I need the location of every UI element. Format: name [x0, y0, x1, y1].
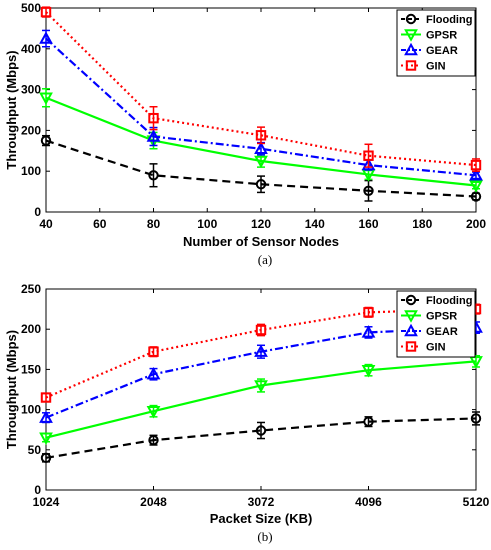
legend: Flooding GPSR GEAR GIN — [396, 290, 476, 358]
data-point — [255, 324, 267, 336]
data-point — [361, 325, 376, 338]
legend-box — [396, 9, 476, 77]
y-axis-label: Throughput (Mbps) — [4, 50, 19, 169]
x-axis-label: Packet Size (KB) — [210, 511, 313, 526]
data-point — [146, 406, 161, 419]
data-point — [40, 392, 52, 403]
data-point — [148, 112, 159, 124]
x-tick-label: 2048 — [140, 495, 167, 509]
x-tick-label: 60 — [93, 217, 107, 231]
data-point — [146, 129, 161, 142]
y-tick-label: 50 — [28, 443, 42, 457]
legend-marker — [405, 341, 417, 352]
data-point — [469, 356, 483, 369]
x-tick-label: 80 — [147, 217, 161, 231]
data-point — [254, 344, 268, 357]
data-point — [254, 155, 268, 169]
data-point — [255, 179, 267, 190]
legend-marker — [404, 42, 418, 56]
legend-marker — [405, 60, 417, 71]
data-point — [39, 31, 53, 44]
legend-marker — [405, 13, 417, 25]
data-point — [254, 141, 268, 154]
x-tick-label: 120 — [251, 217, 271, 231]
y-tick-label: 150 — [21, 362, 41, 376]
y-tick-label: 500 — [21, 1, 41, 15]
legend: Flooding GPSR GEAR GIN — [396, 9, 476, 77]
chart-caption: (a) — [258, 252, 272, 267]
legend-box — [396, 290, 476, 358]
x-tick-label: 180 — [412, 217, 432, 231]
data-point — [363, 307, 374, 318]
legend-marker — [404, 323, 418, 337]
legend-label: GPSR — [426, 30, 457, 42]
x-tick-label: 1024 — [33, 495, 60, 509]
data-point — [39, 410, 53, 423]
legend-marker — [404, 310, 418, 323]
y-tick-label: 200 — [21, 123, 41, 137]
data-point — [255, 130, 267, 141]
legend-label: GEAR — [426, 326, 458, 338]
data-point — [470, 159, 482, 171]
data-point — [470, 413, 482, 424]
y-tick-label: 100 — [21, 164, 41, 178]
data-point — [361, 157, 376, 171]
data-point — [148, 434, 159, 446]
legend-label: GIN — [426, 342, 446, 354]
data-point — [39, 432, 53, 446]
series-line — [45, 139, 477, 198]
x-tick-label: 200 — [466, 217, 486, 231]
x-tick-label: 40 — [39, 217, 53, 231]
data-point — [148, 346, 159, 357]
data-point — [469, 180, 483, 193]
y-tick-label: 0 — [34, 483, 41, 497]
x-tick-label: 140 — [305, 217, 325, 231]
legend-label: GIN — [426, 61, 446, 73]
legend-marker — [404, 29, 418, 42]
series-gpsr — [39, 354, 483, 446]
y-tick-label: 100 — [21, 403, 41, 417]
chart-b: 1024 2048 3072 4096 5120 0 50 100 150 200 250 Packe… — [4, 282, 490, 544]
x-tick-label: 4096 — [355, 495, 382, 509]
data-point — [255, 425, 267, 436]
x-tick-label: 100 — [197, 217, 217, 231]
series-gin — [40, 6, 482, 172]
data-point — [39, 92, 53, 106]
y-tick-label: 0 — [34, 205, 41, 219]
x-tick-label: 160 — [358, 217, 378, 231]
chart-a: 40 60 80 100 120 140 160 180 200 0 100 200 300 400 500… — [4, 1, 486, 267]
data-point — [40, 135, 52, 146]
series-line — [45, 11, 477, 167]
y-axis-label: Throughput (Mbps) — [4, 330, 19, 449]
legend-label: Flooding — [426, 295, 472, 307]
y-tick-label: 200 — [21, 322, 41, 336]
legend-label: GEAR — [426, 45, 458, 57]
data-point — [254, 380, 268, 393]
data-point — [469, 168, 483, 181]
x-tick-label: 5120 — [463, 495, 490, 509]
y-tick-label: 300 — [21, 83, 41, 97]
data-point — [361, 365, 376, 378]
data-point — [40, 6, 52, 18]
y-tick-label: 400 — [21, 42, 41, 56]
data-point — [363, 150, 374, 161]
legend-label: Flooding — [426, 14, 472, 26]
series-flooding — [40, 134, 482, 202]
data-point — [363, 185, 374, 196]
series-flooding — [40, 411, 482, 464]
x-tick-label: 3072 — [248, 495, 275, 509]
chart-caption: (b) — [257, 529, 272, 544]
series-line — [45, 417, 477, 459]
series-line — [45, 37, 477, 177]
data-point — [148, 170, 159, 181]
data-point — [40, 452, 52, 464]
legend-label: GPSR — [426, 311, 457, 323]
y-tick-label: 250 — [21, 282, 41, 296]
data-point — [146, 366, 161, 380]
data-point — [363, 416, 374, 427]
legend-marker — [405, 294, 417, 306]
x-axis-label: Number of Sensor Nodes — [183, 234, 339, 249]
